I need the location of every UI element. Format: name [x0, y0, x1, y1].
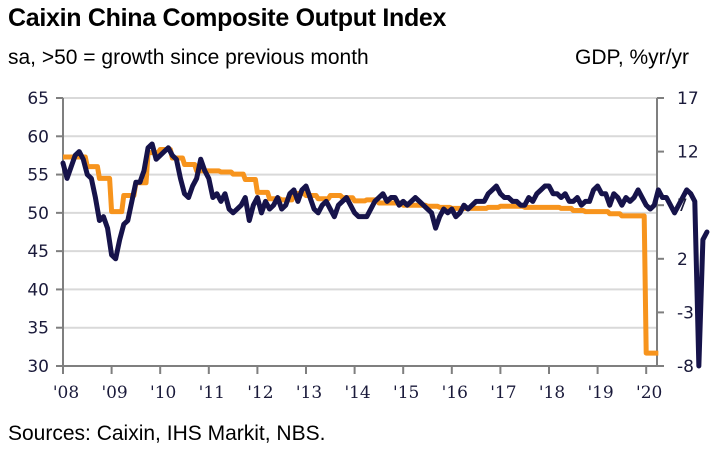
x-tick-label: '15: [393, 383, 419, 403]
x-tick-label: '16: [442, 383, 468, 403]
axes: [56, 97, 664, 374]
right-tick-label: -8: [677, 357, 694, 377]
right-tick-label: -3: [677, 303, 694, 323]
x-tick-label: '13: [296, 383, 322, 403]
series-group: [60, 141, 710, 369]
left-tick-label: 30: [27, 357, 49, 377]
x-tick-label: '19: [587, 383, 613, 403]
pmi-line: [60, 141, 710, 369]
x-tick-label: '20: [636, 383, 662, 403]
gridlines: [63, 97, 657, 329]
x-tick-label: '14: [344, 383, 370, 403]
x-tick-label: '17: [490, 383, 516, 403]
left-tick-label: 40: [27, 280, 49, 300]
left-tick-label: 55: [27, 166, 49, 186]
right-tick-label: 12: [677, 143, 699, 163]
right-axis-unit-label: GDP, %yr/yr: [575, 46, 689, 69]
source-note: Sources: Caixin, IHS Markit, NBS.: [8, 422, 326, 445]
x-tick-label: '09: [101, 383, 127, 403]
x-tick-label: '18: [539, 383, 565, 403]
left-tick-label: 45: [27, 242, 49, 262]
x-tick-label: '10: [150, 383, 176, 403]
right-tick-label: 2: [677, 250, 688, 270]
left-tick-label: 35: [27, 319, 49, 339]
tick-labels: 65 60 55 50 45 40 35 30 17 12 7 2 -3 -8 '08 '09 '10 '11 '1…: [27, 89, 698, 403]
chart-subtitle: sa, >50 = growth since previous month: [8, 46, 369, 69]
left-tick-label: 65: [27, 89, 49, 109]
x-tick-label: '12: [247, 383, 273, 403]
right-tick-label: 17: [677, 89, 699, 109]
x-tick-label: '11: [199, 383, 225, 403]
chart-title: Caixin China Composite Output Index: [8, 4, 447, 32]
left-tick-label: 60: [27, 127, 49, 147]
x-tick-label: '08: [53, 383, 79, 403]
left-tick-label: 50: [27, 204, 49, 224]
right-tick-label: 7: [677, 196, 688, 216]
